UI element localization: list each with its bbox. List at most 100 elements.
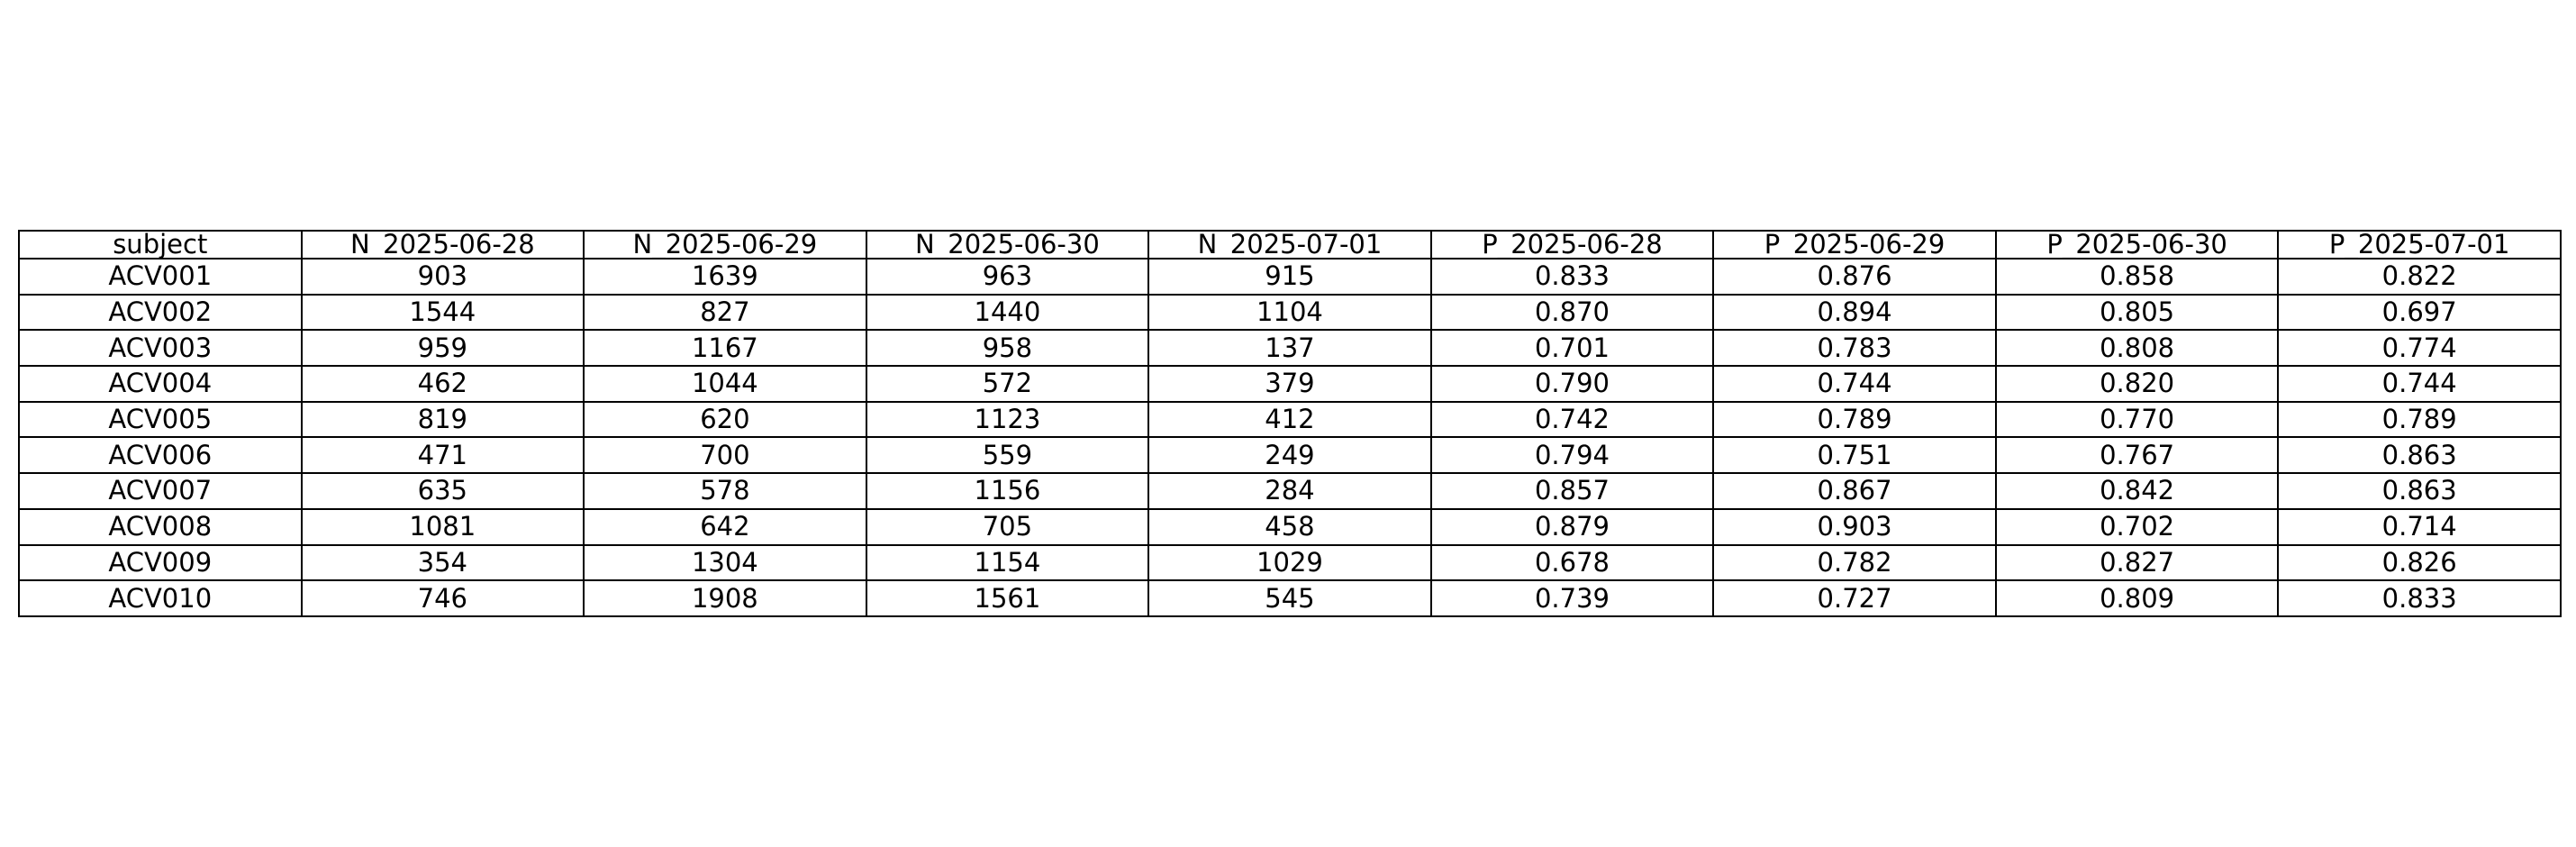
column-header: N_2025-07-01 [1147,230,1432,260]
table-cell: 1104 [1147,293,1432,332]
table-cell: 827 [583,293,867,332]
table-cell: 0.794 [1429,436,1715,475]
subject-cell: ACV004 [18,365,303,403]
table-cell: 705 [865,507,1150,546]
table-cell: 1440 [865,293,1150,332]
table-cell: 0.870 [1429,293,1715,332]
table-cell: 0.809 [1994,579,2280,617]
subject-cell: ACV002 [18,293,303,332]
data-table: subject N_2025-06-28 N_2025-06-29 N_2025-06… [18,230,2562,617]
table-cell: 0.789 [1712,400,1997,439]
table-row: ACV001 903 1639 963 915 0.833 0.876 0.858 0.822 [18,258,2562,296]
table-cell: 0.790 [1429,365,1715,403]
table-cell: 1154 [865,543,1150,582]
table-cell: 0.697 [2277,293,2562,332]
table-row: ACV002 1544 827 1440 1104 0.870 0.894 0.805 0.69… [18,293,2562,332]
table-cell: 379 [1147,365,1432,403]
table-cell: 0.826 [2277,543,2562,582]
table-cell: 915 [1147,258,1432,296]
table-row: ACV006 471 700 559 249 0.794 0.751 0.767 0.863 [18,436,2562,475]
subject-cell: ACV009 [18,543,303,582]
table-cell: 620 [583,400,867,439]
table-cell: 471 [300,436,585,475]
table-cell: 1081 [300,507,585,546]
table-cell: 0.767 [1994,436,2280,475]
table-cell: 958 [865,329,1150,368]
table-cell: 0.894 [1712,293,1997,332]
table-cell: 137 [1147,329,1432,368]
table-cell: 0.739 [1429,579,1715,617]
table-cell: 0.876 [1712,258,1997,296]
table-cell: 819 [300,400,585,439]
table-cell: 0.701 [1429,329,1715,368]
table-row: ACV004 462 1044 572 379 0.790 0.744 0.820 0.744 [18,365,2562,403]
table-cell: 0.833 [2277,579,2562,617]
table-cell: 0.879 [1429,507,1715,546]
table-cell: 0.789 [2277,400,2562,439]
table-cell: 700 [583,436,867,475]
table-cell: 642 [583,507,867,546]
header-row: subject N_2025-06-28 N_2025-06-29 N_2025-06… [18,230,2562,260]
table-row: ACV009 354 1304 1154 1029 0.678 0.782 0.827 0.82… [18,543,2562,582]
table-cell: 0.744 [2277,365,2562,403]
table-cell: 249 [1147,436,1432,475]
table-cell: 0.770 [1994,400,2280,439]
table-cell: 0.702 [1994,507,2280,546]
table-cell: 458 [1147,507,1432,546]
table-cell: 1167 [583,329,867,368]
table-cell: 462 [300,365,585,403]
table-cell: 354 [300,543,585,582]
column-header: N_2025-06-28 [300,230,585,260]
table-cell: 1123 [865,400,1150,439]
table-cell: 572 [865,365,1150,403]
table-cell: 1639 [583,258,867,296]
subject-cell: ACV010 [18,579,303,617]
table-cell: 0.742 [1429,400,1715,439]
table-cell: 0.783 [1712,329,1997,368]
subject-cell: ACV007 [18,472,303,510]
table-cell: 1304 [583,543,867,582]
table-cell: 0.857 [1429,472,1715,510]
column-header: N_2025-06-30 [865,230,1150,260]
table-cell: 1561 [865,579,1150,617]
table-cell: 0.727 [1712,579,1997,617]
table-cell: 559 [865,436,1150,475]
table-cell: 0.751 [1712,436,1997,475]
table-cell: 903 [300,258,585,296]
column-header: P_2025-06-29 [1712,230,1997,260]
table-cell: 1156 [865,472,1150,510]
table-cell: 412 [1147,400,1432,439]
table-row: ACV005 819 620 1123 412 0.742 0.789 0.770 0.789 [18,400,2562,439]
subject-cell: ACV005 [18,400,303,439]
table-cell: 0.744 [1712,365,1997,403]
table-cell: 746 [300,579,585,617]
subject-cell: ACV008 [18,507,303,546]
table-cell: 0.820 [1994,365,2280,403]
table-row: ACV008 1081 642 705 458 0.879 0.903 0.702 0.714 [18,507,2562,546]
table-cell: 963 [865,258,1150,296]
table-cell: 0.863 [2277,436,2562,475]
subject-cell: ACV003 [18,329,303,368]
table-cell: 0.903 [1712,507,1997,546]
table-cell: 0.867 [1712,472,1997,510]
table-cell: 0.678 [1429,543,1715,582]
column-header: subject [18,230,303,260]
table-cell: 0.805 [1994,293,2280,332]
table-cell: 0.858 [1994,258,2280,296]
table-row: ACV007 635 578 1156 284 0.857 0.867 0.842 0.863 [18,472,2562,510]
table-cell: 1044 [583,365,867,403]
subject-cell: ACV001 [18,258,303,296]
column-header: P_2025-07-01 [2277,230,2562,260]
table-cell: 284 [1147,472,1432,510]
column-header: P_2025-06-30 [1994,230,2280,260]
table-cell: 1544 [300,293,585,332]
table-cell: 545 [1147,579,1432,617]
table-cell: 0.842 [1994,472,2280,510]
table-cell: 0.782 [1712,543,1997,582]
table-cell: 0.714 [2277,507,2562,546]
table-cell: 0.774 [2277,329,2562,368]
table-cell: 0.863 [2277,472,2562,510]
column-header: P_2025-06-28 [1429,230,1715,260]
table-cell: 0.827 [1994,543,2280,582]
table-cell: 1029 [1147,543,1432,582]
